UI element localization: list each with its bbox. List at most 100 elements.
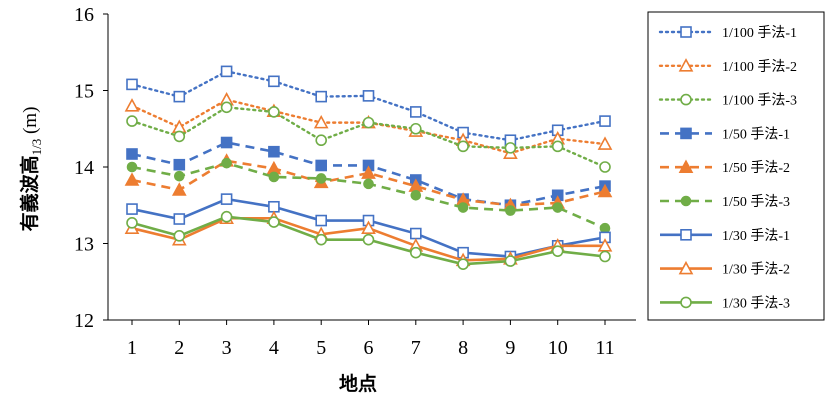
x-tick-label: 1 <box>127 337 137 359</box>
data-point-triangle <box>361 165 376 179</box>
x-tick-label: 4 <box>269 337 279 359</box>
data-point-circle <box>552 202 564 213</box>
data-point-circle <box>504 255 517 267</box>
data-point-triangle <box>597 136 613 150</box>
data-point-triangle <box>678 260 694 275</box>
legend-item-2: 1/100 手法-2 <box>658 58 797 75</box>
y-axis-title-subscript: 1/3 <box>29 139 44 156</box>
data-point-square <box>680 229 692 241</box>
series-line <box>131 159 606 207</box>
data-point-triangle <box>171 182 187 196</box>
legend-item-8: 1/30 手法-2 <box>660 260 790 278</box>
data-point-circle <box>220 210 233 223</box>
y-tick-label: 14 <box>74 157 94 179</box>
series-3 <box>126 101 611 173</box>
data-point-circle <box>504 142 517 154</box>
data-point-circle <box>221 157 232 169</box>
y-tick-label: 15 <box>74 81 94 103</box>
data-point-circle <box>551 140 564 153</box>
data-point-circle <box>126 217 138 229</box>
legend-item-4: 1/50 手法-1 <box>660 126 790 142</box>
data-point-circle <box>599 161 611 173</box>
y-axis-title-main: 有義波高 <box>18 155 41 231</box>
legend-label: 1/100 手法-2 <box>722 59 797 75</box>
data-point-square <box>268 75 280 88</box>
data-point-square <box>362 90 375 102</box>
data-point-circle <box>173 130 186 143</box>
data-point-square <box>173 90 186 103</box>
data-point-triangle <box>313 114 329 129</box>
legend-label: 1/50 手法-1 <box>722 126 790 142</box>
legend-item-3: 1/100 手法-3 <box>658 93 797 109</box>
legend-label: 1/50 手法-3 <box>722 194 790 210</box>
data-point-circle <box>220 101 233 114</box>
data-point-circle <box>409 122 422 135</box>
series-1 <box>126 65 611 147</box>
legend: 1/100 手法-1 1/100 手法-2 1/100 手法-3 1/50 手法-1 1… <box>647 11 825 321</box>
data-point-square <box>126 203 138 215</box>
series-line <box>130 70 607 142</box>
data-point-square <box>680 127 692 140</box>
data-point-circle <box>268 171 280 183</box>
legend-label: 1/30 手法-2 <box>722 262 790 278</box>
legend-item-5: 1/50 手法-2 <box>660 159 790 176</box>
data-point-square <box>126 78 138 91</box>
plot-area <box>124 65 613 270</box>
data-point-square <box>315 214 328 227</box>
data-point-square <box>680 26 692 38</box>
data-point-triangle <box>597 183 613 198</box>
x-tick-label: 3 <box>222 337 232 359</box>
y-axis-title: 有義波高1/3 (m) <box>18 107 44 232</box>
data-point-circle <box>363 178 374 190</box>
legend-label: 1/30 手法-1 <box>722 228 790 244</box>
data-point-triangle <box>124 98 140 112</box>
legend-label: 1/30 手法-3 <box>722 295 790 311</box>
data-point-circle <box>680 93 692 106</box>
data-point-circle <box>315 173 327 184</box>
data-point-circle <box>174 170 185 182</box>
data-point-triangle <box>678 58 694 72</box>
data-point-circle <box>268 106 280 118</box>
data-point-square <box>220 136 233 149</box>
legend-label: 1/50 手法-2 <box>722 160 790 176</box>
legend-item-1: 1/100 手法-1 <box>658 25 797 41</box>
data-point-circle <box>680 195 692 207</box>
y-tick-label: 13 <box>74 234 94 256</box>
x-tick-label: 2 <box>174 337 184 359</box>
x-axis-title: 地点 <box>339 372 377 395</box>
x-tick-label: 10 <box>548 337 568 359</box>
data-point-triangle <box>361 220 376 234</box>
x-tick-label: 7 <box>411 337 421 359</box>
legend-label: 1/100 手法-3 <box>722 93 797 109</box>
x-tick-label: 5 <box>316 337 326 359</box>
data-point-circle <box>126 161 138 173</box>
y-tick-label: 16 <box>74 4 94 26</box>
data-point-circle <box>315 134 328 147</box>
data-point-square <box>173 213 186 225</box>
series-9 <box>126 210 611 270</box>
legend-item-7: 1/30 手法-1 <box>660 228 790 244</box>
legend-label: 1/100 手法-1 <box>722 25 797 41</box>
data-point-square <box>268 200 280 213</box>
data-point-triangle <box>171 119 187 134</box>
data-point-square <box>409 227 422 240</box>
x-tick-label: 8 <box>458 337 468 359</box>
data-point-square <box>599 115 611 127</box>
data-point-square <box>126 148 138 160</box>
x-tick-label: 9 <box>505 337 515 359</box>
legend-item-9: 1/30 手法-3 <box>660 295 790 311</box>
data-point-square <box>409 106 422 118</box>
data-point-circle <box>457 140 469 153</box>
data-point-square <box>173 158 186 171</box>
data-point-square <box>268 145 280 158</box>
data-point-square <box>220 65 233 78</box>
data-point-circle <box>315 233 328 246</box>
data-point-circle <box>362 233 375 246</box>
data-point-circle <box>457 258 469 270</box>
data-point-circle <box>551 245 564 257</box>
data-point-square <box>220 193 233 205</box>
x-tick-label: 11 <box>595 337 614 359</box>
